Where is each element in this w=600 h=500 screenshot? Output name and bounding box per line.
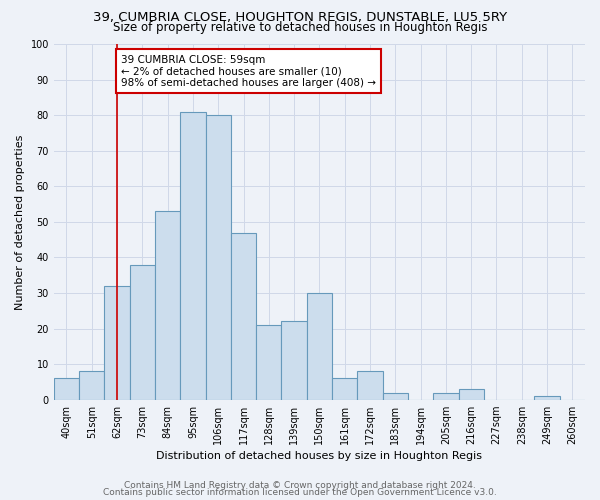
Bar <box>307 293 332 400</box>
Bar <box>535 396 560 400</box>
Bar <box>256 325 281 400</box>
Bar <box>358 371 383 400</box>
Bar <box>130 264 155 400</box>
Bar <box>433 392 458 400</box>
Bar <box>180 112 206 400</box>
Text: Size of property relative to detached houses in Houghton Regis: Size of property relative to detached ho… <box>113 22 487 35</box>
Text: 39 CUMBRIA CLOSE: 59sqm
← 2% of detached houses are smaller (10)
98% of semi-det: 39 CUMBRIA CLOSE: 59sqm ← 2% of detached… <box>121 54 376 88</box>
Bar <box>104 286 130 400</box>
Bar <box>206 115 231 400</box>
Bar <box>458 389 484 400</box>
Bar <box>231 232 256 400</box>
Bar <box>79 371 104 400</box>
Bar <box>332 378 358 400</box>
Text: Contains public sector information licensed under the Open Government Licence v3: Contains public sector information licen… <box>103 488 497 497</box>
Bar <box>383 392 408 400</box>
Text: Contains HM Land Registry data © Crown copyright and database right 2024.: Contains HM Land Registry data © Crown c… <box>124 481 476 490</box>
Y-axis label: Number of detached properties: Number of detached properties <box>15 134 25 310</box>
Bar <box>54 378 79 400</box>
X-axis label: Distribution of detached houses by size in Houghton Regis: Distribution of detached houses by size … <box>157 451 482 461</box>
Text: 39, CUMBRIA CLOSE, HOUGHTON REGIS, DUNSTABLE, LU5 5RY: 39, CUMBRIA CLOSE, HOUGHTON REGIS, DUNST… <box>93 11 507 24</box>
Bar <box>281 322 307 400</box>
Bar <box>155 211 180 400</box>
